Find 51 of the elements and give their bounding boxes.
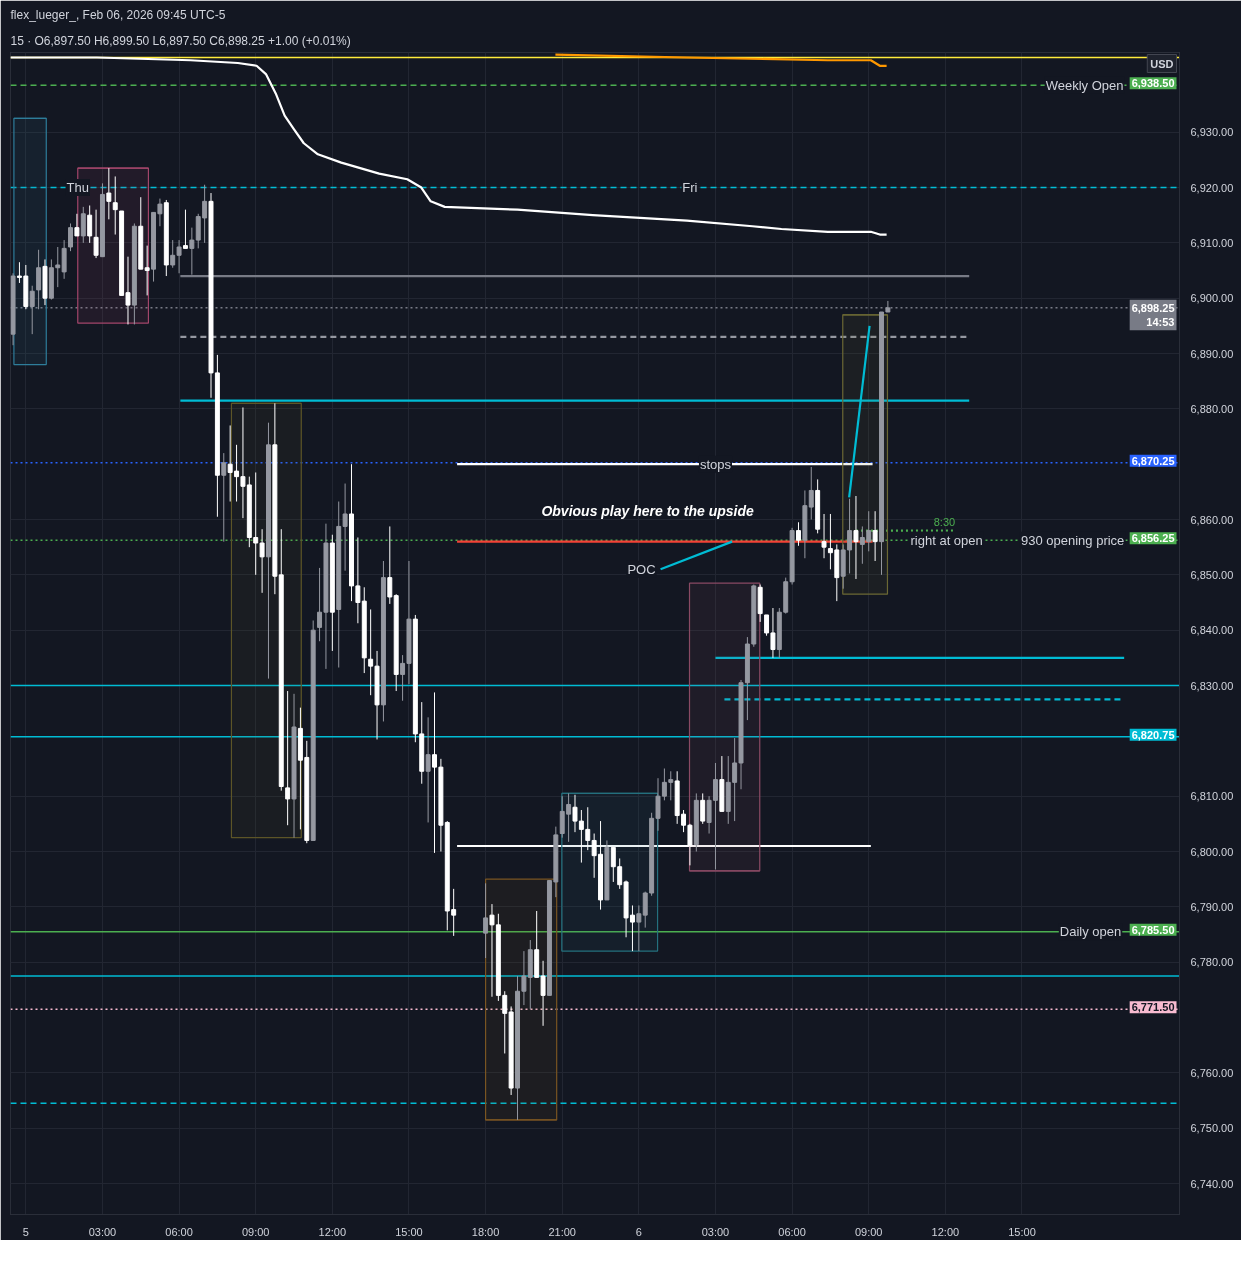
x-tick-label: 12:00 bbox=[931, 1225, 960, 1238]
y-axis-title: USD bbox=[1150, 57, 1174, 70]
y-tick-label: 6,740.00 bbox=[1190, 1177, 1234, 1190]
x-tick-label: 09:00 bbox=[854, 1225, 883, 1238]
annotation: POC bbox=[627, 561, 656, 577]
ref-line-label: 6,771.50 bbox=[1131, 1001, 1175, 1014]
y-tick-label: 6,850.00 bbox=[1190, 568, 1234, 581]
y-tick-label: 6,760.00 bbox=[1190, 1066, 1234, 1079]
x-tick-label: 06:00 bbox=[165, 1225, 193, 1238]
annotation: Weekly Open bbox=[1045, 77, 1124, 93]
annotation: stops bbox=[699, 456, 732, 472]
ref-line-label: 6,938.50 bbox=[1131, 77, 1175, 90]
y-tick-label: 6,780.00 bbox=[1190, 956, 1234, 969]
y-tick-label: 6,860.00 bbox=[1190, 513, 1234, 526]
y-tick-label: 6,840.00 bbox=[1190, 624, 1234, 637]
x-tick-label: 15:00 bbox=[1008, 1225, 1036, 1238]
y-tick-label: 6,910.00 bbox=[1190, 236, 1234, 249]
y-tick-label: 6,880.00 bbox=[1190, 402, 1234, 415]
y-tick-label: 6,900.00 bbox=[1190, 292, 1234, 305]
y-tick-label: 6,830.00 bbox=[1190, 679, 1234, 692]
ref-line-label: 6,785.50 bbox=[1131, 923, 1175, 936]
x-tick-label: 06:00 bbox=[778, 1225, 806, 1238]
ref-line-label: 6,820.75 bbox=[1131, 728, 1175, 741]
annotation: 930 opening price bbox=[1020, 532, 1125, 548]
x-tick-label: 12:00 bbox=[318, 1225, 347, 1238]
annotation: Obvious play here to the upside bbox=[541, 503, 754, 520]
annotation: Fri bbox=[682, 180, 698, 196]
y-tick-label: 6,800.00 bbox=[1190, 845, 1234, 858]
ref-line-label: 6,870.25 bbox=[1131, 454, 1175, 467]
x-tick-label: 6 bbox=[635, 1225, 642, 1238]
y-tick-label: 6,920.00 bbox=[1190, 181, 1234, 194]
x-tick-label: 03:00 bbox=[88, 1225, 117, 1238]
x-tick-label: 5 bbox=[22, 1225, 29, 1238]
annotation: Daily open bbox=[1059, 924, 1122, 940]
series-label: 8:30 bbox=[933, 515, 956, 528]
annotation: Thu bbox=[66, 180, 89, 196]
chart-subtitle: 15 · O6,897.50 H6,899.50 L6,897.50 C6,898.25 +1.00 (+0.01%) bbox=[10, 33, 351, 48]
annotation: right at open bbox=[910, 532, 983, 548]
y-tick-label: 6,890.00 bbox=[1190, 347, 1234, 360]
x-tick-label: 09:00 bbox=[241, 1225, 270, 1238]
x-tick-label: 18:00 bbox=[471, 1225, 500, 1238]
y-tick-label: 6,750.00 bbox=[1190, 1122, 1234, 1135]
x-tick-label: 15:00 bbox=[395, 1225, 423, 1238]
x-tick-label: 21:00 bbox=[548, 1225, 576, 1238]
chart-title: flex_lueger_, Feb 06, 2026 09:45 UTC-5 bbox=[10, 7, 226, 22]
y-tick-label: 6,810.00 bbox=[1190, 790, 1234, 803]
y-tick-label: 6,790.00 bbox=[1190, 900, 1234, 913]
y-tick-label: 6,930.00 bbox=[1190, 126, 1234, 139]
ref-line-label: 6,898.25 14:53 bbox=[1131, 301, 1175, 329]
x-tick-label: 03:00 bbox=[701, 1225, 730, 1238]
ref-line-label: 6,856.25 bbox=[1131, 532, 1175, 545]
